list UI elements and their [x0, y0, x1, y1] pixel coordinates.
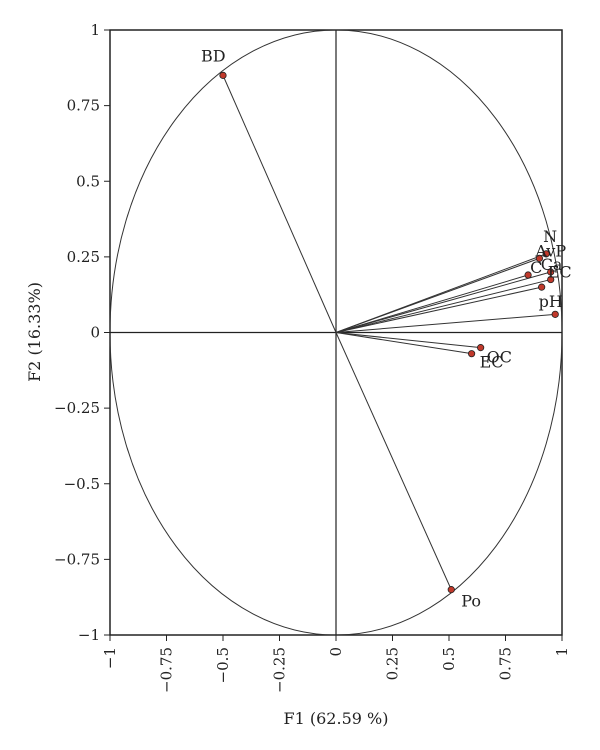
point-label: AvP: [534, 241, 566, 260]
y-tick-label: −1: [78, 626, 100, 644]
y-tick-label: 0.75: [67, 97, 100, 115]
point-label: N: [543, 227, 557, 246]
loading-vector: [335, 271, 551, 333]
x-tick-label: 1: [553, 647, 571, 657]
loading-vector: [335, 274, 529, 333]
loading-vector: [335, 279, 551, 333]
point-label: Po: [461, 592, 481, 611]
loading-vector: [335, 313, 556, 333]
y-tick-label: −0.5: [64, 475, 100, 493]
x-axis-title: F1 (62.59 %): [284, 709, 389, 728]
point-label: OC: [487, 348, 512, 367]
x-tick-label: −0.5: [214, 647, 232, 683]
x-tick-label: 0.75: [497, 647, 515, 680]
x-tick-label: 0: [327, 647, 345, 657]
y-tick-label: 1: [90, 21, 100, 39]
loading-vector: [335, 286, 542, 333]
loading-vector: [335, 257, 540, 333]
data-point: [547, 275, 555, 284]
point-label: BD: [201, 46, 226, 65]
data-point: [551, 310, 559, 318]
data-point: [542, 250, 550, 258]
x-tick-label: −1: [101, 647, 119, 669]
loading-vector: [335, 332, 452, 590]
data-point: [547, 268, 555, 276]
data-point: [477, 344, 485, 352]
point-label: Ca: [541, 255, 563, 274]
point-label: C: [530, 258, 542, 277]
data-point: [219, 71, 227, 79]
x-tick-label: −0.25: [271, 647, 289, 693]
data-point: [535, 254, 544, 262]
loading-vector: [335, 332, 481, 349]
y-tick-label: −0.75: [54, 550, 100, 568]
data-point: [538, 283, 546, 291]
point-label: EC: [548, 263, 572, 282]
y-tick-label: 0: [90, 324, 100, 342]
loading-vector: [222, 75, 337, 333]
x-tick-label: −0.75: [158, 647, 176, 693]
x-tick-label: 0.25: [384, 647, 402, 680]
y-axis-title: F2 (16.33%): [25, 282, 44, 382]
loading-vector: [335, 332, 472, 355]
y-tick-label: 0.25: [67, 248, 100, 266]
point-label: pH: [539, 292, 563, 311]
y-tick-label: −0.25: [54, 399, 100, 417]
y-tick-label: 0.5: [76, 172, 100, 190]
data-point: [447, 586, 455, 594]
point-label: EC: [480, 353, 504, 372]
data-point: [524, 271, 532, 279]
x-tick-label: 0.5: [440, 647, 458, 671]
data-point: [467, 350, 476, 358]
